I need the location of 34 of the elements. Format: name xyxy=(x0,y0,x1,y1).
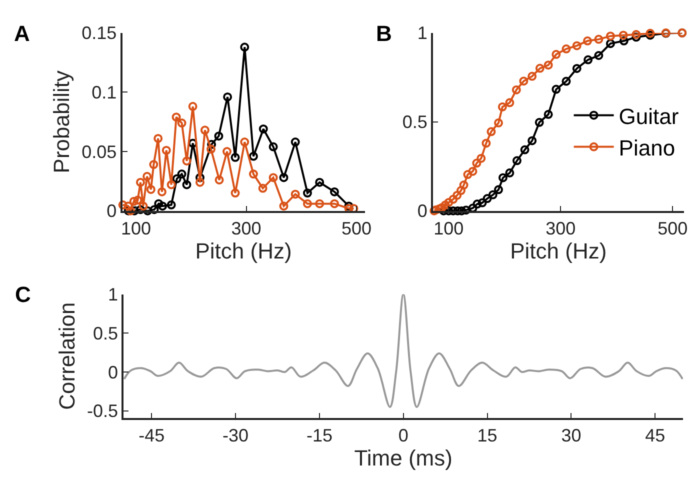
x-tick-label: 500 xyxy=(658,218,688,238)
y-tick-label: -0.5 xyxy=(87,401,118,422)
x-tick-label: -30 xyxy=(222,425,249,446)
chart-title: C xyxy=(15,282,31,307)
x-tick-label: 100 xyxy=(434,218,464,238)
x-axis-title: Pitch (Hz) xyxy=(195,238,292,264)
x-tick-label: 15 xyxy=(477,425,498,446)
x-tick-label: -45 xyxy=(138,425,165,446)
y-tick-label: 0.5 xyxy=(402,112,428,132)
x-axis-title: Time (ms) xyxy=(354,445,452,470)
x-tick-label: 500 xyxy=(342,218,372,238)
y-axis-title: Correlation xyxy=(54,302,80,410)
x-tick-label: 0 xyxy=(398,425,408,446)
x-tick-label: 30 xyxy=(561,425,582,446)
y-tick-label: 1 xyxy=(108,284,118,305)
y-tick-label: 0.15 xyxy=(82,23,117,44)
chart-title: B xyxy=(376,21,392,46)
x-tick-label: 100 xyxy=(121,218,152,238)
x-tick-label: 300 xyxy=(231,218,262,238)
x-tick-label: 45 xyxy=(645,425,666,446)
y-axis-title: Probability xyxy=(48,70,74,174)
y-tick-label: 0 xyxy=(108,362,118,382)
y-tick-label: 0.1 xyxy=(92,82,117,103)
y-tick-label: 0.5 xyxy=(93,323,118,344)
y-tick-label: 1 xyxy=(417,23,428,44)
chart-title: A xyxy=(14,21,30,46)
x-axis-title: Pitch (Hz) xyxy=(510,238,607,264)
x-tick-label: 300 xyxy=(546,218,576,238)
y-tick-label: 0 xyxy=(106,201,117,222)
legend-label: Guitar xyxy=(618,104,679,129)
y-tick-label: 0.05 xyxy=(82,142,117,162)
legend-label: Piano xyxy=(618,135,676,160)
x-tick-label: -15 xyxy=(306,425,332,446)
y-tick-label: 0 xyxy=(417,201,428,222)
